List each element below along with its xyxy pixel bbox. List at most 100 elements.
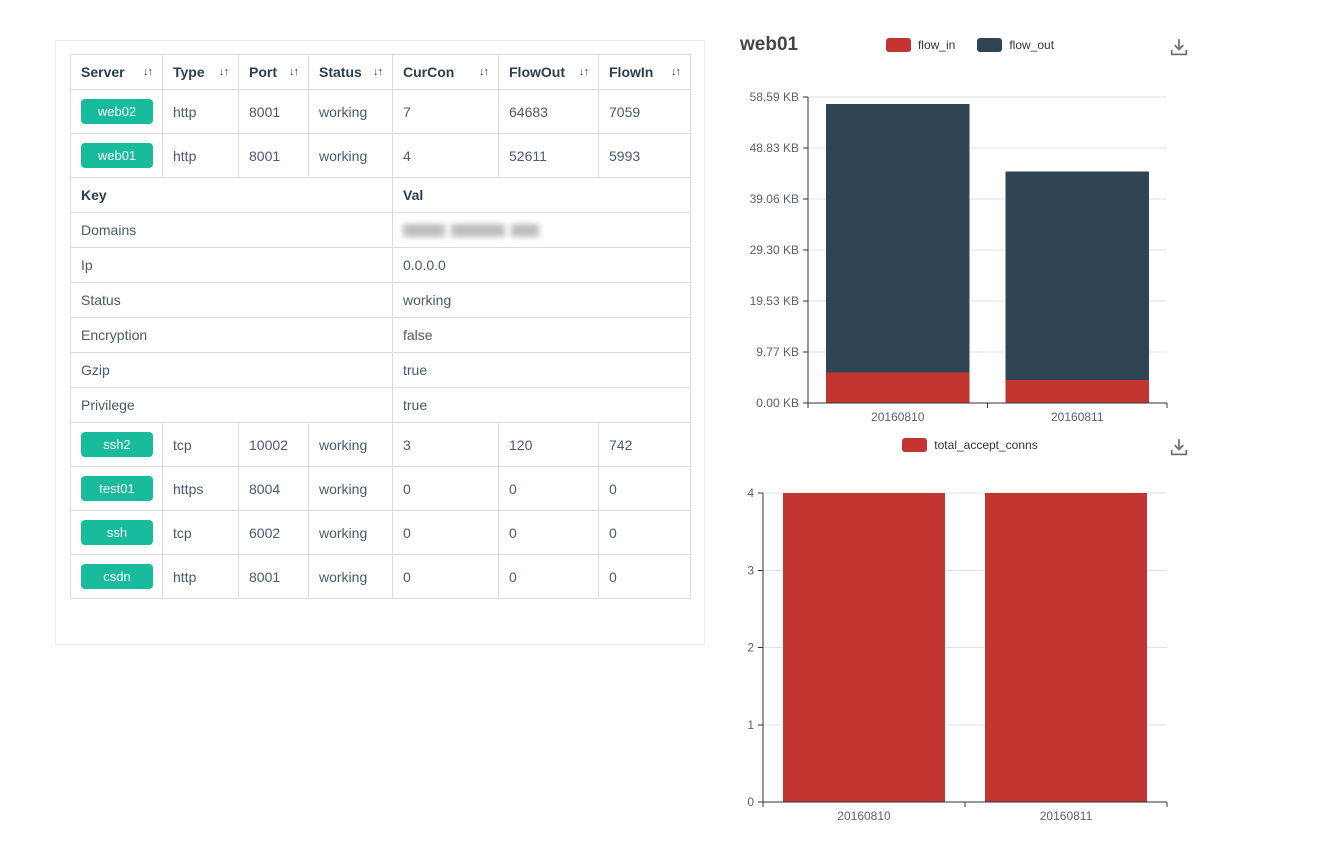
chart-title: web01 [740, 34, 799, 55]
kv-key-cell: Status [70, 282, 393, 318]
kv-key-cell: Encryption [70, 317, 393, 353]
col-header-flowout[interactable]: FlowOut ↓↑ [498, 54, 599, 90]
col-label: Port [249, 64, 277, 80]
bar-total_accept_conns-20160811[interactable] [985, 493, 1147, 802]
sort-icon[interactable]: ↓↑ [373, 66, 383, 78]
sort-icon[interactable]: ↓↑ [671, 66, 681, 78]
sort-icon[interactable]: ↓↑ [289, 66, 299, 78]
server-button[interactable]: web02 [81, 99, 153, 124]
legend-marker-flow-in [885, 38, 911, 52]
kv-val-cell: false [392, 317, 691, 353]
server-row: web01 http 8001 working 4 52611 5993 [70, 133, 691, 178]
flowin-cell: 0 [598, 466, 691, 511]
col-label: CurCon [403, 64, 455, 80]
col-header-type[interactable]: Type ↓↑ [162, 54, 239, 90]
flowin-cell: 7059 [598, 89, 691, 134]
status-cell: working [308, 422, 393, 467]
server-button[interactable]: csdn [81, 564, 153, 589]
flow-stacked-bar-chart[interactable]: 0.00 KB 9.77 KB 19.53 KB 29.30 KB 39.06 KB 48… [740, 80, 1180, 430]
kv-key-cell: Privilege [70, 387, 393, 423]
curcon-cell: 3 [392, 422, 499, 467]
col-header-server[interactable]: Server ↓↑ [70, 54, 163, 90]
server-button[interactable]: ssh [81, 520, 153, 545]
kv-row: Encryption false [70, 317, 691, 353]
axis-label: 2 [747, 641, 754, 655]
type-cell: https [162, 466, 239, 511]
sort-icon[interactable]: ↓↑ [219, 66, 229, 78]
flowout-cell: 0 [498, 510, 599, 555]
download-icon[interactable] [1168, 36, 1190, 58]
server-button[interactable]: web01 [81, 143, 153, 168]
bar-flow_out-20160810[interactable] [825, 104, 970, 373]
col-header-curcon[interactable]: CurCon ↓↑ [392, 54, 499, 90]
status-cell: working [308, 554, 393, 599]
col-label: Type [173, 64, 205, 80]
axis-label: 19.53 KB [750, 294, 799, 308]
server-button[interactable]: test01 [81, 476, 153, 501]
server-table: Server ↓↑ Type ↓↑ Port ↓↑ Status ↓↑ CurCon ↓↑… [70, 54, 691, 599]
legend-marker-flow-out [977, 38, 1003, 52]
table-header-row: Server ↓↑ Type ↓↑ Port ↓↑ Status ↓↑ CurCon ↓↑… [70, 54, 691, 90]
redacted-value-blur [403, 223, 680, 237]
type-cell: http [162, 89, 239, 134]
kv-row: Gzip true [70, 352, 691, 388]
axis-label: 9.77 KB [756, 345, 799, 359]
type-cell: http [162, 133, 239, 178]
server-table-body: web02 http 8001 working 7 64683 7059 web01 http 8… [70, 89, 691, 599]
server-cell: test01 [70, 466, 163, 511]
kv-key-cell: Gzip [70, 352, 393, 388]
flow-chart-legend: flow_in flow_out [780, 38, 1160, 52]
sort-icon[interactable]: ↓↑ [579, 66, 589, 78]
curcon-cell: 4 [392, 133, 499, 178]
server-row: ssh tcp 6002 working 0 0 0 [70, 510, 691, 555]
col-header-flowin[interactable]: FlowIn ↓↑ [598, 54, 691, 90]
flowin-cell: 0 [598, 554, 691, 599]
col-header-status[interactable]: Status ↓↑ [308, 54, 393, 90]
flowin-cell: 0 [598, 510, 691, 555]
legend-item-total-accept-conns[interactable]: total_accept_conns [902, 438, 1038, 452]
axis-label: 4 [747, 486, 754, 500]
axis-label: 0.00 KB [756, 396, 799, 410]
kv-val-cell: true [392, 352, 691, 388]
legend-label-flow-out: flow_out [1009, 38, 1055, 52]
kv-val-cell: true [392, 387, 691, 423]
kv-row: Privilege true [70, 387, 691, 423]
port-cell: 10002 [238, 422, 309, 467]
download-icon[interactable] [1168, 436, 1190, 458]
kv-row: Domains [70, 212, 691, 248]
server-cell: web01 [70, 133, 163, 178]
flowout-cell: 0 [498, 466, 599, 511]
axis-label: 20160810 [871, 410, 925, 424]
port-cell: 8001 [238, 133, 309, 178]
flowout-cell: 120 [498, 422, 599, 467]
flowin-cell: 742 [598, 422, 691, 467]
col-label: FlowIn [609, 64, 654, 80]
kv-val-cell: working [392, 282, 691, 318]
kv-val-cell: 0.0.0.0 [392, 247, 691, 283]
server-row: web02 http 8001 working 7 64683 7059 [70, 89, 691, 134]
sort-icon[interactable]: ↓↑ [479, 66, 489, 78]
bar-flow_in-20160811[interactable] [1005, 380, 1150, 403]
axis-label: 3 [747, 563, 754, 577]
bar-flow_in-20160810[interactable] [825, 372, 970, 403]
kv-header-row: Key Val [70, 177, 691, 213]
status-cell: working [308, 510, 393, 555]
bar-total_accept_conns-20160810[interactable] [783, 493, 945, 802]
status-cell: working [308, 89, 393, 134]
bar-flow_out-20160811[interactable] [1005, 171, 1150, 381]
server-cell: ssh [70, 510, 163, 555]
legend-item-flow-out[interactable]: flow_out [977, 38, 1054, 52]
legend-marker-total-accept-conns [902, 438, 928, 452]
axis-label: 20160810 [837, 809, 891, 823]
conns-bar-chart[interactable]: 0 1 2 3 4 20160810 20160811 [740, 468, 1180, 848]
type-cell: tcp [162, 422, 239, 467]
col-header-port[interactable]: Port ↓↑ [238, 54, 309, 90]
legend-item-flow-in[interactable]: flow_in [885, 38, 955, 52]
col-label: FlowOut [509, 64, 565, 80]
type-cell: tcp [162, 510, 239, 555]
type-cell: http [162, 554, 239, 599]
port-cell: 8004 [238, 466, 309, 511]
sort-icon[interactable]: ↓↑ [143, 66, 153, 78]
curcon-cell: 0 [392, 554, 499, 599]
server-button[interactable]: ssh2 [81, 432, 153, 457]
